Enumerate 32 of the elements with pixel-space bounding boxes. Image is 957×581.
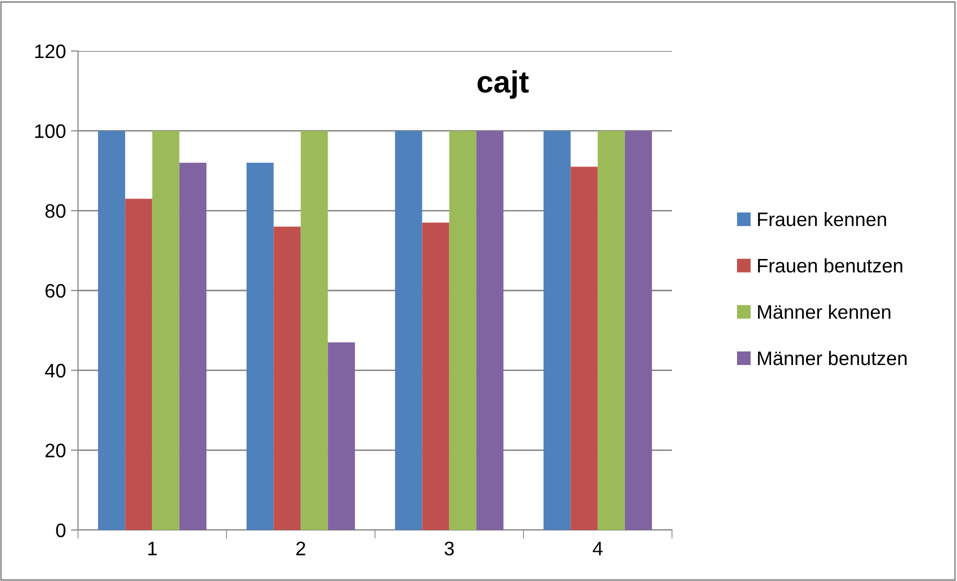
bar [125,198,152,530]
x-tick-label: 3 [444,542,454,556]
y-tick-label: 120 [35,44,66,58]
x-tick-label: 1 [148,542,157,556]
legend-label: Frauen benutzen [758,258,902,273]
y-tick-label: 60 [46,284,66,298]
bar [152,130,180,530]
bar [422,222,450,530]
bar [544,130,571,530]
legend-label: Frauen kennen [758,212,886,226]
y-tick-label: 80 [45,204,66,218]
legend-label: Männer kennen [758,304,890,319]
bar [476,130,504,530]
y-tick-label: 0 [56,523,66,538]
bar [624,130,652,530]
y-tick-label: 20 [46,444,66,458]
x-tick-label: 4 [592,542,603,556]
bar [179,162,206,530]
bar [300,130,328,530]
bar [274,226,301,530]
text: cajt [478,70,529,99]
bar [328,342,355,530]
bar [98,130,126,530]
bar [395,130,422,530]
x-tick-label: 2 [296,542,306,556]
y-tick-label: 100 [35,124,66,138]
legend-label: Männer benutzen [758,350,907,366]
bar [449,130,476,530]
bar [246,162,274,530]
y-tick-label: 40 [45,364,66,378]
bar [598,130,625,530]
bar [570,166,598,530]
